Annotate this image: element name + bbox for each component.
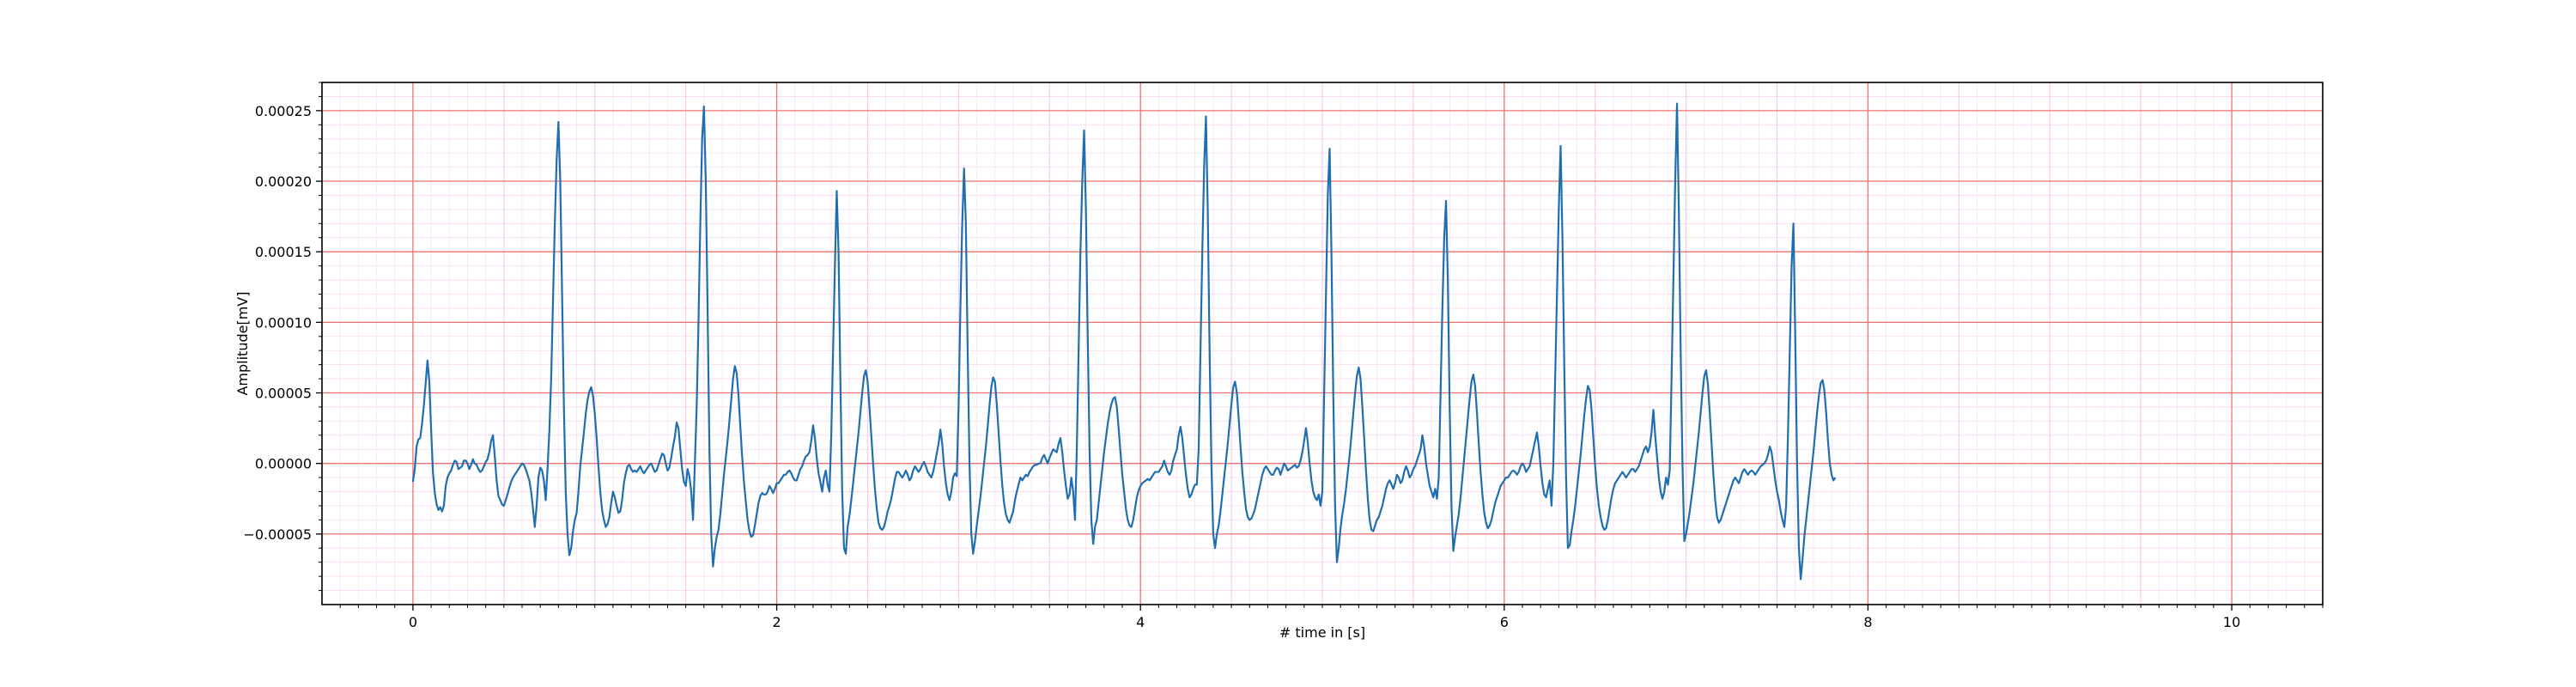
y-tick-label: −0.00005	[243, 526, 312, 543]
x-tick-label: 10	[2223, 614, 2240, 630]
x-axis: 0 2 4 6 8 10	[339, 605, 2324, 630]
y-axis: −0.00005 0.00000 0.00005 0.00010 0.00015 0.00…	[243, 82, 322, 592]
x-axis-label: # time in [s]	[1279, 624, 1365, 641]
y-tick-label: 0.00000	[255, 456, 312, 472]
y-tick-label: 0.00015	[255, 244, 312, 260]
series-line	[411, 102, 1837, 581]
y-axis-label: Amplitude[mV]	[234, 291, 251, 395]
y-tick-label: 0.00010	[255, 314, 312, 331]
y-tick-label: 0.00020	[255, 173, 312, 190]
y-tick-label: 0.00025	[255, 103, 312, 119]
series-layer	[411, 102, 1837, 581]
plot-area	[321, 82, 2324, 605]
x-tick-label: 2	[772, 614, 781, 630]
x-tick-label: 0	[409, 614, 417, 630]
x-tick-label: 8	[1863, 614, 1872, 630]
x-tick-label: 4	[1136, 614, 1145, 630]
minor-grid	[322, 82, 2324, 605]
x-tick-label: 6	[1500, 614, 1509, 630]
major-grid	[322, 82, 2323, 605]
y-tick-label: 0.00005	[255, 386, 312, 402]
